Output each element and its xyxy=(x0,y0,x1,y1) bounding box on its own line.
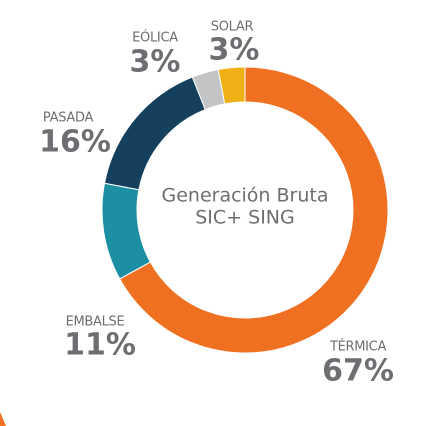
corner-decoration xyxy=(0,412,6,426)
category-label: SOLAR xyxy=(211,20,254,35)
value-label: 11% xyxy=(64,328,136,363)
donut-segment xyxy=(103,76,206,191)
category-label: PASADA xyxy=(43,111,94,126)
value-label: 67% xyxy=(322,354,394,389)
category-label: TÉRMICA xyxy=(329,339,387,355)
value-label: 3% xyxy=(209,33,260,68)
center-subtitle: SIC+ SING xyxy=(195,207,295,229)
category-label: EMBALSE xyxy=(66,315,125,330)
category-label: EÓLICA xyxy=(132,30,178,46)
center-title: Generación Bruta xyxy=(161,185,328,207)
donut-segment xyxy=(217,66,246,105)
donut-segment xyxy=(119,66,389,354)
value-label: 16% xyxy=(39,125,111,160)
donut-segment xyxy=(101,182,152,280)
value-label: 3% xyxy=(130,45,181,80)
